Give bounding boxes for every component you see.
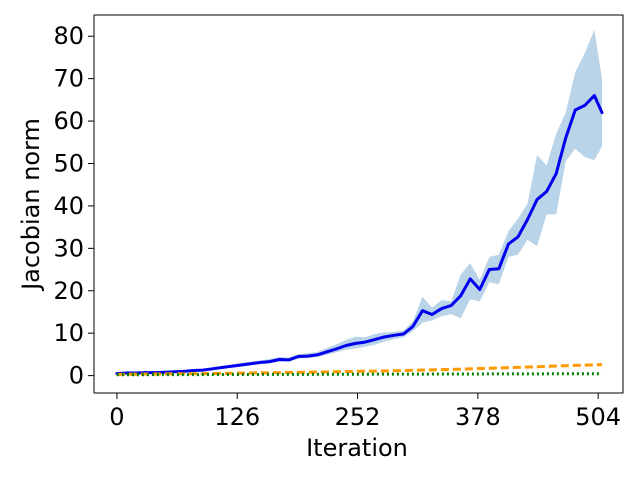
- x-tick-label: 378: [455, 403, 501, 431]
- x-tick-label: 504: [575, 403, 621, 431]
- y-tick-label: 70: [53, 65, 84, 93]
- x-tick-label: 252: [335, 403, 381, 431]
- x-axis-ticks: 0 126 252 378 504: [109, 393, 621, 431]
- series-0-line: [115, 94, 604, 375]
- y-tick-label: 80: [53, 22, 84, 50]
- x-tick-label: 0: [109, 403, 124, 431]
- y-tick-label: 0: [69, 362, 84, 390]
- y-tick-label: 40: [53, 192, 84, 220]
- y-axis-ticks: 0 10 20 30 40 50 60 70 80: [53, 22, 94, 390]
- x-tick-label: 126: [214, 403, 260, 431]
- series-1-line: [116, 363, 603, 376]
- y-tick-label: 50: [53, 149, 84, 177]
- y-tick-label: 10: [53, 319, 84, 347]
- confidence-bands: [116, 29, 602, 375]
- y-tick-label: 60: [53, 107, 84, 135]
- series-lines: [115, 94, 604, 377]
- x-axis-title: Iteration: [306, 434, 408, 462]
- plot-frame: [93, 14, 624, 394]
- y-tick-label: 20: [53, 277, 84, 305]
- series-0-band: [116, 29, 602, 375]
- y-axis-title: Jacobian norm: [17, 118, 45, 292]
- y-tick-label: 30: [53, 234, 84, 262]
